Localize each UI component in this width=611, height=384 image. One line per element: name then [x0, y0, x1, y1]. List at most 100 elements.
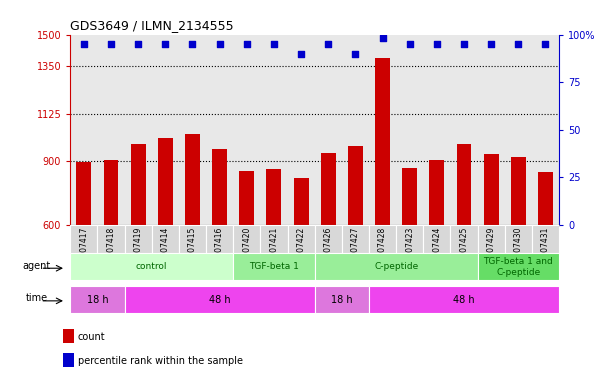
Bar	[430, 160, 444, 351]
Text: GSM507423: GSM507423	[405, 227, 414, 273]
Point	[79, 41, 89, 47]
Bar	[70, 253, 233, 280]
Bar	[315, 35, 342, 225]
Bar	[70, 35, 97, 225]
Bar	[511, 157, 526, 351]
Point	[541, 41, 551, 47]
Bar	[233, 35, 260, 225]
Bar	[288, 35, 315, 225]
Bar	[369, 35, 396, 225]
Bar	[63, 353, 74, 367]
Text: TGF-beta 1: TGF-beta 1	[249, 262, 299, 271]
Text: GSM507424: GSM507424	[433, 227, 441, 273]
Bar	[478, 35, 505, 225]
Bar	[240, 171, 254, 351]
Bar	[484, 154, 499, 351]
Text: GSM507415: GSM507415	[188, 227, 197, 273]
Bar	[348, 147, 363, 351]
Text: GSM507419: GSM507419	[134, 227, 142, 273]
Bar	[375, 58, 390, 351]
Bar	[152, 35, 179, 225]
Bar	[266, 169, 282, 351]
Point	[161, 41, 170, 47]
Bar	[97, 35, 125, 225]
Bar	[125, 286, 315, 313]
Bar	[342, 225, 369, 253]
Bar	[233, 253, 315, 280]
Bar	[369, 286, 559, 313]
Point	[459, 41, 469, 47]
Text: count: count	[78, 333, 105, 343]
Bar	[505, 225, 532, 253]
Bar	[402, 168, 417, 351]
Bar	[478, 225, 505, 253]
Text: GSM507416: GSM507416	[215, 227, 224, 273]
Text: agent: agent	[23, 260, 51, 271]
Text: GSM507418: GSM507418	[106, 227, 115, 273]
Point	[214, 41, 224, 47]
Point	[296, 51, 306, 57]
Bar	[70, 286, 125, 313]
Text: percentile rank within the sample: percentile rank within the sample	[78, 356, 243, 366]
Text: GSM507428: GSM507428	[378, 227, 387, 273]
Text: time: time	[26, 293, 48, 303]
Text: GSM507429: GSM507429	[487, 227, 496, 273]
Point	[242, 41, 252, 47]
Bar	[179, 225, 206, 253]
Point	[405, 41, 415, 47]
Bar	[315, 286, 369, 313]
Text: GSM507421: GSM507421	[269, 227, 279, 273]
Bar	[76, 162, 91, 351]
Bar	[450, 35, 478, 225]
Bar	[103, 160, 119, 351]
Bar	[532, 35, 559, 225]
Bar	[260, 225, 288, 253]
Bar	[288, 225, 315, 253]
Text: GSM507426: GSM507426	[324, 227, 333, 273]
Text: TGF-beta 1 and
C-peptide: TGF-beta 1 and C-peptide	[483, 257, 553, 276]
Text: 48 h: 48 h	[453, 295, 475, 305]
Text: 48 h: 48 h	[209, 295, 230, 305]
Bar	[125, 35, 152, 225]
Bar	[131, 144, 145, 351]
Bar	[450, 225, 478, 253]
Bar	[369, 225, 396, 253]
Bar	[456, 144, 472, 351]
Text: 18 h: 18 h	[331, 295, 353, 305]
Bar	[294, 178, 309, 351]
Point	[133, 41, 143, 47]
Bar	[158, 138, 173, 351]
Bar	[63, 329, 74, 343]
Text: GSM507417: GSM507417	[79, 227, 89, 273]
Text: GSM507422: GSM507422	[296, 227, 306, 273]
Bar	[97, 225, 125, 253]
Bar	[125, 225, 152, 253]
Bar	[396, 35, 423, 225]
Bar	[538, 172, 553, 351]
Bar	[478, 253, 559, 280]
Text: GSM507431: GSM507431	[541, 227, 550, 273]
Bar	[260, 35, 288, 225]
Bar	[315, 225, 342, 253]
Text: GDS3649 / ILMN_2134555: GDS3649 / ILMN_2134555	[70, 19, 234, 32]
Bar	[532, 225, 559, 253]
Bar	[423, 35, 450, 225]
Text: GSM507420: GSM507420	[243, 227, 251, 273]
Bar	[423, 225, 450, 253]
Point	[513, 41, 523, 47]
Text: control: control	[136, 262, 167, 271]
Point	[351, 51, 360, 57]
Bar	[396, 225, 423, 253]
Point	[378, 35, 387, 41]
Bar	[505, 35, 532, 225]
Bar	[70, 225, 97, 253]
Bar	[212, 149, 227, 351]
Point	[323, 41, 333, 47]
Text: GSM507414: GSM507414	[161, 227, 170, 273]
Bar	[179, 35, 206, 225]
Text: C-peptide: C-peptide	[374, 262, 419, 271]
Point	[432, 41, 442, 47]
Bar	[321, 153, 335, 351]
Bar	[206, 225, 233, 253]
Bar	[315, 253, 478, 280]
